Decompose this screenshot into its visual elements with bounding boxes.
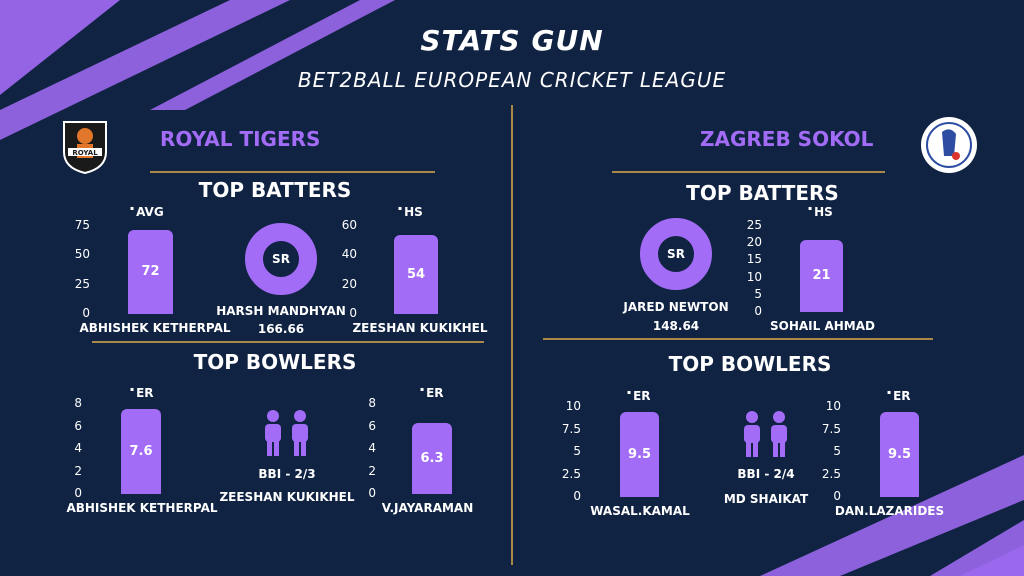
axis-tick-label: 0: [833, 489, 841, 503]
bbi-label-left: BBI - 2/3: [258, 467, 316, 481]
axis-tick-label: 10: [746, 269, 762, 284]
player-name: ABHISHEK KETHERPAL: [79, 321, 231, 335]
metric-label: ER: [420, 386, 443, 400]
top-batters-title-left: TOP BATTERS: [198, 178, 352, 202]
player-name: ZEESHAN KUKIKHEL: [352, 321, 488, 335]
logo-text: ROYAL: [72, 149, 98, 157]
sr-player-left: HARSH MANDHYAN: [216, 304, 346, 318]
metric-label: ER: [887, 389, 910, 403]
sr-value-left: 166.66: [257, 322, 305, 336]
player-name: SOHAIL AHMAD: [770, 319, 875, 333]
page-title: STATS GUN: [420, 24, 604, 57]
axis-tick-label: 0: [573, 489, 581, 503]
right-mid-rule: [543, 338, 933, 340]
bar-value-label: 7.6: [129, 443, 153, 459]
axis-tick-label: 25: [74, 276, 90, 291]
axis-tick-label: 5: [754, 286, 762, 301]
bar: 21: [800, 239, 843, 312]
axis-tick-label: 4: [368, 441, 376, 455]
metric-label: HS: [808, 205, 833, 219]
axis-tick-label: 2: [368, 463, 376, 478]
bar-value-label: 9.5: [627, 446, 652, 462]
axis-tick-label: 20: [341, 276, 357, 291]
sr-player-right: JARED NEWTON: [623, 300, 729, 314]
bar-value-label: 6.3: [420, 451, 444, 467]
bbi-player-left: ZEESHAN KUKIKHEL: [219, 490, 355, 504]
center-divider: [511, 105, 513, 565]
metric-label: ER: [627, 389, 650, 403]
axis-tick-label: 15: [746, 252, 762, 267]
player-name: WASAL.KAMAL: [590, 504, 690, 518]
axis-tick-label: 2.5: [561, 466, 581, 481]
axis-tick-label: 8: [368, 396, 376, 410]
axis-tick-label: 0: [82, 306, 90, 320]
metric-label: ER: [130, 386, 153, 400]
bbi-label-right: BBI - 2/4: [737, 467, 795, 481]
metric-label: AVG: [130, 205, 164, 219]
axis-tick-label: 7.5: [561, 421, 581, 436]
bar: 7.6: [121, 408, 161, 494]
page-subtitle: BET2BALL EUROPEAN CRICKET LEAGUE: [297, 68, 727, 92]
left-team-rule: [150, 171, 435, 173]
player-name: V.JAYARAMAN: [381, 501, 474, 515]
bar: 6.3: [412, 423, 452, 494]
axis-tick-label: 5: [833, 444, 841, 458]
axis-tick-label: 0: [349, 306, 357, 320]
right-team-rule: [612, 171, 885, 173]
axis-tick-label: 8: [74, 396, 82, 410]
axis-tick-label: 50: [74, 247, 90, 262]
bar-value-label: 54: [406, 266, 426, 282]
team-name-right: ZAGREB SOKOL: [700, 127, 874, 151]
axis-tick-label: 25: [746, 218, 762, 232]
metric-label: HS: [398, 205, 423, 219]
axis-tick-label: 6: [368, 418, 376, 433]
axis-tick-label: 40: [341, 247, 357, 262]
left-mid-rule: [92, 341, 484, 343]
royal-tigers-logo: ROYAL: [63, 121, 107, 174]
axis-tick-label: 6: [74, 418, 82, 433]
people-icon-left: [265, 410, 308, 456]
top-bowlers-title-left: TOP BOWLERS: [193, 350, 357, 374]
axis-tick-label: 10: [825, 399, 841, 413]
bbi-player-right: MD SHAIKAT: [723, 492, 809, 506]
axis-tick-label: 7.5: [821, 421, 841, 436]
axis-tick-label: 20: [746, 235, 762, 250]
zagreb-sokol-logo: [921, 117, 977, 173]
axis-tick-label: 2.5: [821, 466, 841, 481]
bar-value-label: 9.5: [887, 446, 912, 462]
axis-tick-label: 0: [74, 486, 82, 500]
axis-tick-label: 4: [74, 441, 82, 455]
player-name: DAN.LAZARIDES: [834, 504, 945, 518]
bar: 54: [394, 234, 438, 314]
bar: 9.5: [880, 411, 919, 497]
sr-label: SR: [272, 252, 290, 266]
bar: 72: [128, 229, 173, 314]
axis-tick-label: 75: [74, 218, 90, 232]
team-name-left: ROYAL TIGERS: [160, 127, 321, 151]
sr-ring-left: SR: [245, 223, 317, 295]
sr-ring-right: SR: [640, 218, 712, 290]
bar-value-label: 72: [141, 264, 160, 280]
bar-value-label: 21: [812, 268, 831, 284]
sr-label: SR: [667, 247, 685, 261]
people-icon-right: [744, 411, 787, 457]
axis-tick-label: 5: [573, 444, 581, 458]
axis-tick-label: 0: [754, 304, 762, 318]
player-name: ABHISHEK KETHERPAL: [66, 501, 218, 515]
axis-tick-label: 2: [74, 463, 82, 478]
top-batters-title-right: TOP BATTERS: [686, 181, 839, 205]
axis-tick-label: 10: [565, 399, 581, 413]
bar: 9.5: [620, 411, 659, 497]
axis-tick-label: 0: [368, 486, 376, 500]
top-bowlers-title-right: TOP BOWLERS: [668, 352, 832, 376]
sr-value-right: 148.64: [652, 319, 700, 333]
axis-tick-label: 60: [341, 218, 357, 232]
